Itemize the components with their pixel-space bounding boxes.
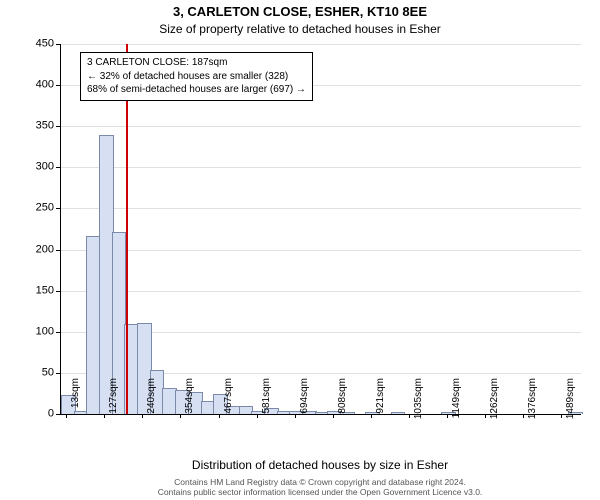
x-tick-label: 1376sqm: [527, 378, 538, 420]
y-tick-label: 450: [36, 39, 54, 50]
x-tick-mark: [561, 414, 562, 418]
annotation-line: ← 32% of detached houses are smaller (32…: [87, 70, 306, 84]
y-tick-label: 0: [48, 409, 54, 420]
x-tick-label: 13sqm: [70, 378, 81, 420]
y-tick-mark: [56, 208, 60, 209]
gridline: [61, 208, 581, 209]
x-tick-label: 467sqm: [223, 378, 234, 420]
x-tick-mark: [104, 414, 105, 418]
gridline: [61, 126, 581, 127]
x-tick-label: 127sqm: [108, 378, 119, 420]
y-tick-mark: [56, 126, 60, 127]
x-tick-mark: [219, 414, 220, 418]
x-tick-mark: [180, 414, 181, 418]
histogram-chart: 3, CARLETON CLOSE, ESHER, KT10 8EE Size …: [0, 0, 600, 500]
x-tick-label: 921sqm: [375, 378, 386, 420]
chart-subtitle: Size of property relative to detached ho…: [0, 22, 600, 36]
y-tick-label: 250: [36, 203, 54, 214]
y-tick-label: 200: [36, 244, 54, 255]
attribution-text: Contains HM Land Registry data © Crown c…: [60, 477, 580, 498]
y-tick-mark: [56, 44, 60, 45]
x-tick-label: 1262sqm: [489, 378, 500, 420]
gridline: [61, 291, 581, 292]
x-tick-label: 808sqm: [337, 378, 348, 420]
gridline: [61, 44, 581, 45]
x-tick-mark: [371, 414, 372, 418]
y-tick-mark: [56, 414, 60, 415]
x-axis-label: Distribution of detached houses by size …: [60, 458, 580, 472]
y-tick-mark: [56, 291, 60, 292]
x-tick-mark: [523, 414, 524, 418]
x-tick-mark: [257, 414, 258, 418]
y-tick-label: 400: [36, 80, 54, 91]
attribution-line: Contains HM Land Registry data © Crown c…: [60, 477, 580, 488]
x-tick-label: 1489sqm: [565, 378, 576, 420]
annotation-box: 3 CARLETON CLOSE: 187sqm ← 32% of detach…: [80, 52, 313, 101]
y-tick-mark: [56, 332, 60, 333]
y-tick-label: 150: [36, 285, 54, 296]
y-tick-label: 300: [36, 162, 54, 173]
x-tick-label: 694sqm: [299, 378, 310, 420]
y-tick-mark: [56, 167, 60, 168]
y-tick-mark: [56, 85, 60, 86]
histogram-bar: [391, 412, 406, 414]
chart-title: 3, CARLETON CLOSE, ESHER, KT10 8EE: [0, 4, 600, 19]
x-tick-mark: [295, 414, 296, 418]
x-tick-label: 1149sqm: [451, 378, 462, 420]
y-tick-label: 100: [36, 326, 54, 337]
x-tick-label: 354sqm: [184, 378, 195, 420]
x-tick-label: 1035sqm: [413, 378, 424, 420]
gridline: [61, 250, 581, 251]
x-tick-label: 581sqm: [261, 378, 272, 420]
attribution-line: Contains public sector information licen…: [60, 487, 580, 498]
x-tick-mark: [485, 414, 486, 418]
annotation-line: 68% of semi-detached houses are larger (…: [87, 83, 306, 97]
y-tick-mark: [56, 373, 60, 374]
x-tick-mark: [66, 414, 67, 418]
gridline: [61, 167, 581, 168]
x-tick-mark: [447, 414, 448, 418]
annotation-line: 3 CARLETON CLOSE: 187sqm: [87, 56, 306, 70]
y-tick-mark: [56, 250, 60, 251]
x-tick-label: 240sqm: [146, 378, 157, 420]
x-tick-mark: [409, 414, 410, 418]
x-tick-mark: [333, 414, 334, 418]
x-tick-mark: [142, 414, 143, 418]
y-tick-label: 50: [42, 367, 54, 378]
y-tick-label: 350: [36, 121, 54, 132]
